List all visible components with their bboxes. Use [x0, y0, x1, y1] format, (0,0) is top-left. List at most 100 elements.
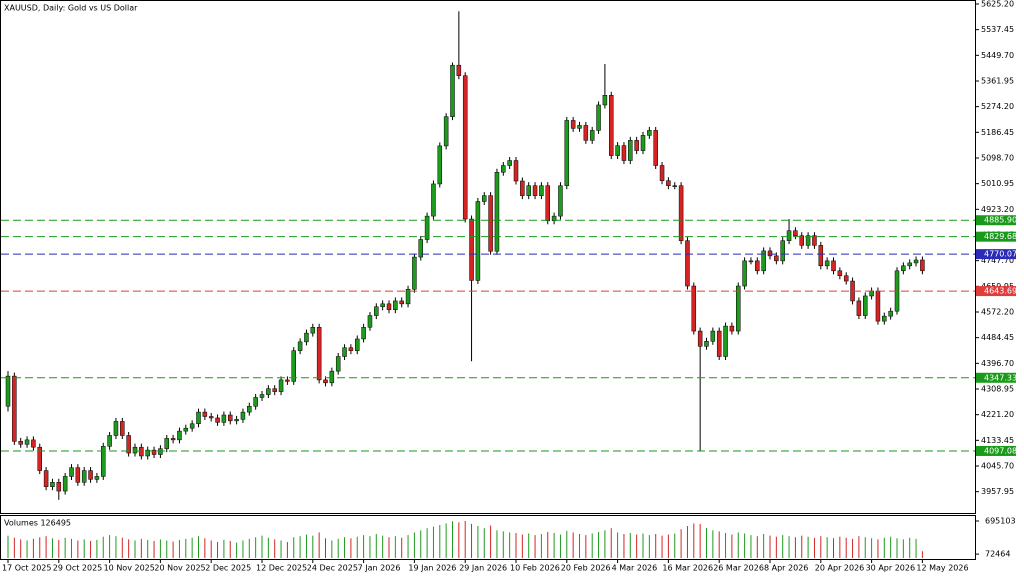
candle-body [824, 260, 830, 267]
candle-body [221, 414, 227, 423]
candle-body [609, 95, 614, 156]
candle-body [837, 270, 843, 277]
y-tick-label: 4396.70 [981, 359, 1014, 368]
candle-body [634, 140, 639, 151]
candle-body [12, 375, 17, 442]
candle-body [164, 438, 169, 449]
candle-body [342, 347, 347, 357]
candle-body [755, 260, 760, 272]
candle-body [653, 130, 658, 166]
y-tick-label: 3957.95 [981, 487, 1014, 496]
y-tick-label: 4221.20 [981, 410, 1014, 419]
candle-body [126, 435, 131, 454]
candle-body [393, 300, 398, 310]
candle-body [736, 285, 741, 332]
candle-body [780, 240, 785, 262]
candle-body [247, 405, 252, 413]
candle-body [583, 125, 589, 141]
candle-body [615, 145, 620, 156]
candle-body [666, 180, 671, 186]
candle-body [545, 185, 550, 222]
x-tick-label: 8 Apr 2026 [764, 564, 808, 573]
candle-body [329, 370, 335, 384]
level-label: 4643.69 [984, 287, 1017, 296]
candle-body [678, 185, 684, 241]
candle-body [88, 470, 93, 480]
candle-body [907, 262, 912, 267]
level-label: 4885.90 [984, 216, 1017, 225]
candle-body [228, 414, 233, 422]
volume-pane-border [0, 515, 976, 560]
candle-body [882, 315, 887, 322]
level-label-box [976, 372, 1016, 383]
candle-body [18, 441, 23, 445]
candle-body [139, 446, 144, 457]
candle-body [253, 397, 258, 407]
candle-body [75, 467, 81, 483]
x-tick-label: 10 Feb 2026 [510, 564, 560, 573]
candle-body [297, 341, 303, 351]
y-tick-label: 5186.45 [981, 128, 1014, 137]
candle-body [31, 439, 36, 448]
candle-body [170, 438, 176, 441]
candle-body [488, 195, 493, 252]
y-tick-label: 4045.70 [981, 461, 1014, 470]
candle-body [450, 64, 455, 117]
candle-body [24, 439, 30, 445]
x-tick-label: 7 Jan 2026 [358, 564, 401, 573]
candle-body [69, 467, 74, 477]
candle-body [196, 411, 201, 425]
x-tick-label: 24 Dec 2025 [307, 564, 358, 573]
chart-title: XAUUSD, Daily: Gold vs US Dollar [4, 4, 138, 13]
level-label: 4829.68 [984, 232, 1017, 241]
level-label: 4347.33 [984, 373, 1017, 382]
candle-body [869, 290, 874, 297]
candle-body [920, 259, 925, 272]
candle-body [704, 341, 709, 347]
candle-body [177, 430, 182, 441]
candle-body [431, 183, 436, 217]
level-label-box [976, 231, 1016, 242]
candle-body [272, 388, 277, 392]
candle-body [532, 185, 538, 196]
candle-body [748, 260, 754, 263]
candle-body [767, 250, 773, 257]
candle-body [691, 285, 697, 332]
candle-body [602, 95, 608, 106]
candle-body [799, 235, 804, 246]
candle-body [208, 416, 214, 419]
candle-body [132, 446, 138, 454]
candle-body [50, 482, 55, 487]
candle-body [399, 300, 404, 305]
candle-body [361, 327, 366, 340]
candle-body [443, 116, 449, 147]
candle-body [5, 375, 11, 407]
level-label-box [976, 249, 1016, 260]
candle-body [856, 300, 862, 316]
candle-body [494, 171, 500, 252]
x-tick-label: 20 Feb 2026 [561, 564, 611, 573]
level-label-box [976, 286, 1016, 297]
candle-body [101, 446, 106, 477]
candle-body [913, 259, 919, 264]
candle-body [475, 201, 481, 281]
candle-body [202, 411, 208, 417]
x-tick-label: 20 Nov 2025 [154, 564, 205, 573]
candle-body [316, 327, 322, 381]
candle-body [56, 482, 62, 492]
candle-body [183, 427, 189, 432]
y-tick-label: 5625.20 [981, 0, 1014, 8]
candle-body [742, 260, 747, 287]
y-tick-label: 5098.70 [981, 153, 1014, 162]
candle-body [386, 303, 392, 310]
candle-body [367, 315, 373, 328]
candle-body [647, 130, 652, 136]
candle-body [831, 260, 836, 272]
candle-body [285, 379, 290, 382]
x-tick-label: 16 Mar 2026 [662, 564, 713, 573]
x-tick-label: 17 Oct 2025 [2, 564, 51, 573]
x-tick-label: 4 Mar 2026 [612, 564, 658, 573]
x-tick-label: 10 Nov 2025 [104, 564, 155, 573]
candle-body [94, 476, 100, 480]
y-tick-label: 4572.20 [981, 307, 1014, 316]
